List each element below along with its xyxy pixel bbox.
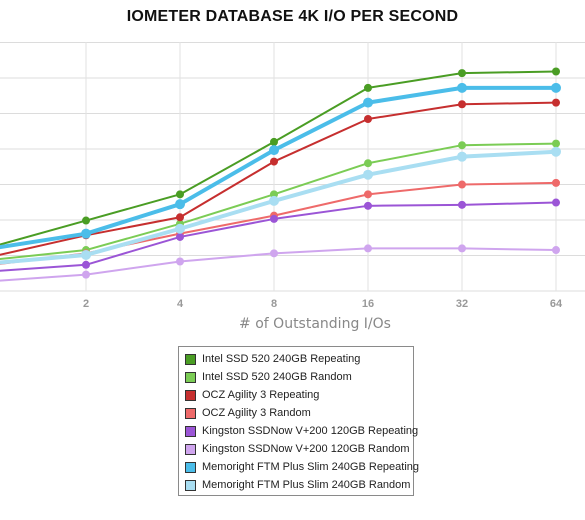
chart-title: IOMETER DATABASE 4K I/O PER SECOND (126, 8, 459, 25)
data-point (269, 145, 279, 156)
legend-item: Intel SSD 520 240GB Repeating (185, 350, 413, 368)
data-point (81, 249, 91, 260)
data-point (458, 100, 466, 109)
data-point (176, 213, 184, 222)
legend-item: OCZ Agility 3 Repeating (185, 386, 413, 404)
legend-item: Intel SSD 520 240GB Random (185, 368, 413, 386)
legend-swatch (185, 461, 196, 473)
legend-label: Intel SSD 520 240GB Repeating (202, 353, 361, 365)
legend-item: Kingston SSDNow V+200 120GB Random (185, 440, 413, 458)
legend-swatch (185, 371, 196, 383)
data-point (175, 199, 185, 210)
series-line (0, 149, 557, 265)
legend-label: OCZ Agility 3 Repeating (202, 389, 320, 401)
data-point (552, 98, 560, 107)
legend-label: Intel SSD 520 240GB Random (202, 371, 352, 383)
legend-item: Memoright FTM Plus Slim 240GB Repeating (185, 458, 419, 476)
chart-series-lines (0, 67, 561, 282)
x-axis-ticks: 2 4 8 16 32 64 (83, 298, 563, 310)
data-point (364, 190, 372, 199)
data-point (364, 83, 372, 92)
data-point (270, 157, 278, 166)
data-point (270, 214, 278, 223)
data-point (552, 178, 560, 187)
legend-swatch (185, 479, 196, 491)
data-point (270, 249, 278, 258)
series-line (0, 85, 556, 250)
x-axis-label: # of Outstanding I/Os (239, 316, 391, 332)
legend-item: Kingston SSDNow V+200 120GB Repeating (185, 422, 418, 440)
data-point (270, 137, 278, 146)
legend-label: Memoright FTM Plus Slim 240GB Random (202, 479, 411, 491)
legend-label: Kingston SSDNow V+200 120GB Random (202, 443, 410, 455)
data-point (176, 257, 184, 266)
data-point (552, 139, 560, 148)
data-point (457, 82, 467, 93)
data-point (551, 82, 561, 93)
data-point (458, 244, 466, 253)
data-point (552, 246, 560, 255)
legend-swatch (185, 407, 196, 419)
data-point (363, 169, 373, 180)
data-point (364, 114, 372, 123)
data-point (458, 141, 466, 150)
data-point (458, 200, 466, 209)
series-5 (0, 244, 560, 282)
legend-label: Memoright FTM Plus Slim 240GB Repeating (202, 461, 420, 473)
data-point (269, 195, 279, 206)
series-7 (0, 146, 561, 265)
data-point (81, 228, 91, 239)
data-point (176, 190, 184, 199)
data-point (364, 244, 372, 253)
legend-item: Memoright FTM Plus Slim 240GB Random (185, 476, 413, 494)
data-point (82, 270, 90, 279)
legend-swatch (185, 443, 196, 455)
legend-swatch (185, 389, 196, 401)
chart-legend: Intel SSD 520 240GB Repeating Intel SSD 5… (178, 346, 419, 496)
data-point (176, 232, 184, 241)
data-point (458, 69, 466, 78)
legend-item: OCZ Agility 3 Random (185, 404, 413, 422)
data-point (551, 146, 561, 157)
series-4 (0, 198, 560, 272)
data-point (552, 198, 560, 207)
legend-swatch (185, 425, 196, 437)
legend-label: Kingston SSDNow V+200 120GB Repeating (202, 425, 419, 437)
data-point (364, 201, 372, 210)
legend-swatch (185, 353, 196, 365)
data-point (175, 223, 185, 234)
x-tick-label: 16 (362, 298, 374, 310)
line-chart: 2 4 8 16 32 64 (0, 42, 585, 310)
data-point (82, 216, 90, 225)
x-tick-label: 8 (271, 298, 277, 310)
legend-label: OCZ Agility 3 Random (202, 407, 311, 419)
data-point (457, 151, 467, 162)
x-tick-label: 2 (83, 298, 89, 310)
x-tick-label: 64 (550, 298, 563, 310)
series-0 (0, 67, 560, 246)
data-point (552, 67, 560, 76)
data-point (363, 97, 373, 108)
data-point (82, 260, 90, 269)
x-tick-label: 4 (177, 298, 184, 310)
series-6 (0, 82, 561, 250)
x-tick-label: 32 (456, 298, 468, 310)
data-point (458, 180, 466, 189)
data-point (364, 159, 372, 168)
